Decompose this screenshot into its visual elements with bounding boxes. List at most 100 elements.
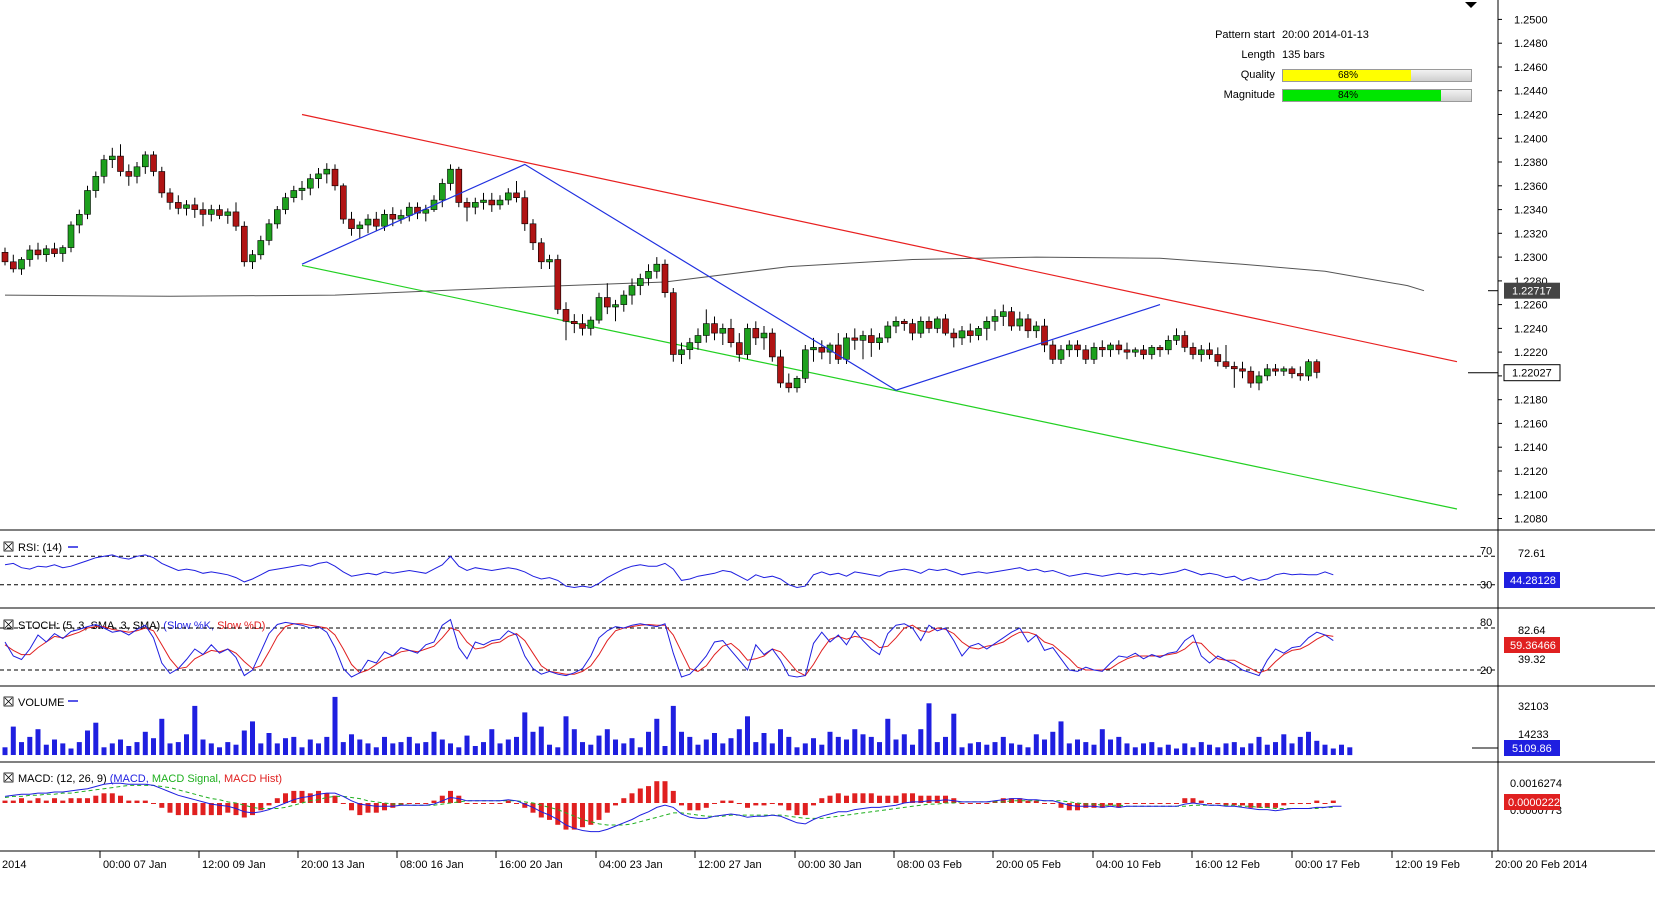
- macd-hist-bar: [1240, 803, 1245, 806]
- candle-body: [735, 342, 743, 355]
- macd-hist-bar: [200, 803, 206, 816]
- macd-hist-bar: [134, 800, 140, 803]
- macd-hist-bar: [893, 795, 899, 803]
- volume-bar: [109, 743, 115, 755]
- candle-body: [1049, 344, 1057, 360]
- candle-body: [166, 192, 174, 203]
- candle-body: [447, 168, 454, 184]
- macd-hist-bar: [357, 803, 363, 816]
- macd-hist-bar: [522, 803, 528, 808]
- candle-body: [224, 211, 232, 216]
- candle-body: [67, 224, 75, 248]
- candle-body: [158, 171, 166, 194]
- volume-bar: [654, 718, 660, 755]
- macd-hist-bar: [629, 793, 635, 803]
- volume-bar: [1182, 743, 1188, 755]
- macd-hist-bar: [596, 803, 602, 820]
- volume-bar: [893, 739, 899, 755]
- candle-body: [1181, 335, 1189, 348]
- volume-bar: [192, 705, 198, 755]
- quality-label: Quality: [1240, 69, 1275, 81]
- candle-body: [504, 192, 512, 201]
- candle-body: [471, 202, 479, 208]
- macd-hist-bar: [159, 803, 165, 808]
- candle-body: [306, 178, 314, 189]
- candle-body: [59, 247, 67, 254]
- candle-body: [241, 225, 248, 263]
- macd-hist-bar: [415, 803, 420, 804]
- candle-body: [859, 335, 867, 341]
- macd-hist-bar: [283, 793, 288, 803]
- macd-hist-bar: [192, 803, 198, 816]
- candle-body: [1288, 368, 1296, 374]
- macd-hist-bar: [225, 803, 231, 813]
- macd-hist-bar: [1149, 803, 1155, 804]
- time-tick-label: 20:00 13 Jan: [301, 859, 365, 871]
- macd-hist-bar: [514, 803, 519, 804]
- volume-bar: [769, 743, 775, 755]
- macd-hist-bar: [43, 800, 49, 803]
- volume-bar: [1149, 742, 1155, 755]
- volume-bar: [43, 744, 49, 755]
- candle-body: [603, 297, 611, 308]
- volume-bar: [571, 729, 577, 755]
- volume-bar: [448, 743, 453, 755]
- macd-hist-bar: [745, 803, 750, 808]
- macd-hist-label: MACD Hist): [224, 773, 282, 785]
- macd-value-label: 0.0000222: [1508, 797, 1560, 809]
- candle-body: [579, 323, 586, 329]
- macd-hist-bar: [1042, 803, 1047, 804]
- price-tick-label: 1.2100: [1514, 490, 1548, 502]
- volume-bar: [1322, 744, 1328, 755]
- candle-body: [249, 254, 256, 263]
- volume-bar: [307, 739, 313, 755]
- candle-body: [1008, 311, 1015, 327]
- current-price-box: [1503, 364, 1561, 382]
- candle-body: [876, 337, 883, 343]
- candle-body: [777, 356, 784, 384]
- candle-body: [1057, 349, 1065, 360]
- volume-bar: [208, 743, 214, 755]
- length-value: 135 bars: [1282, 49, 1325, 61]
- macd-hist-bar: [274, 798, 280, 803]
- volume-bar: [1050, 731, 1056, 756]
- macd-hist-bar: [670, 790, 676, 803]
- macd-hist-bar: [472, 803, 478, 804]
- volume-bar: [926, 703, 932, 755]
- macd-hist-bar: [52, 798, 57, 803]
- volume-bar: [258, 743, 264, 755]
- price-tick-label: 1.2080: [1514, 514, 1548, 526]
- candle-body: [339, 185, 347, 220]
- candle-body: [867, 335, 875, 343]
- macd-hist-bar: [76, 798, 82, 803]
- candle-body: [199, 209, 207, 215]
- macd-hist-bar: [93, 795, 99, 803]
- candle-body: [1107, 344, 1114, 351]
- candle-body: [1214, 354, 1222, 362]
- macd-hist-bar: [1223, 803, 1229, 806]
- volume-bar: [1025, 747, 1031, 756]
- candle-body: [1264, 368, 1271, 377]
- macd-hist-bar: [1174, 803, 1179, 804]
- candle-body: [546, 259, 553, 263]
- price-tick-label: 1.2500: [1514, 14, 1548, 26]
- candle-body: [397, 215, 405, 220]
- volume-bar: [1108, 739, 1113, 755]
- candle-body: [587, 319, 595, 329]
- macd-hist-bar: [1231, 803, 1237, 806]
- volume-bar: [811, 738, 816, 755]
- candle-body: [282, 197, 289, 210]
- candle-body: [1165, 339, 1172, 351]
- macd-line: [4, 782, 1342, 833]
- volume-bar: [151, 738, 156, 755]
- macd-hist-bar: [109, 793, 115, 803]
- volume-bar: [1190, 747, 1196, 756]
- time-tick-label: 00:00 07 Jan: [103, 859, 167, 871]
- volume-bar: [646, 731, 651, 756]
- candle-body: [1173, 335, 1180, 341]
- candle-body: [323, 168, 331, 175]
- volume-bar: [1281, 734, 1287, 755]
- volume-bar: [340, 742, 346, 755]
- volume-bar: [398, 742, 404, 755]
